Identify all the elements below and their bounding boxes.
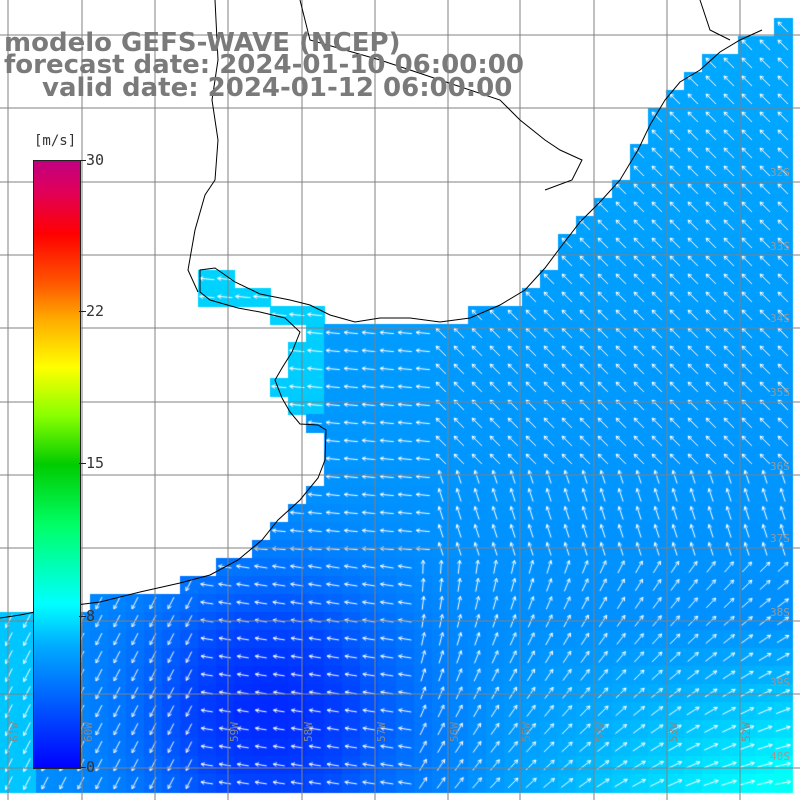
coastline [0,0,763,619]
colorbar-tick: 22 [86,302,105,320]
model-title: modelo GEFS-WAVE (NCEP) [4,28,401,58]
lat-label: 40S [770,750,790,763]
lat-label: 35S [770,386,790,399]
valid-date: valid date: 2024-01-12 06:00:00 [42,73,513,103]
lon-label: 54W [594,722,607,742]
colorbar-tick: 8 [86,607,96,625]
colorbar-tick: 0 [86,758,96,776]
colorbar [33,160,81,769]
lon-label: 57W [375,722,388,742]
lon-label: 60W [82,722,95,742]
lat-label: 33S [770,240,790,253]
lon-label: 55W [520,722,533,742]
land-border [299,0,583,191]
lat-label: 34S [770,312,790,325]
lon-label: 61W [8,722,21,742]
colorbar-mark [79,616,86,617]
land-border [187,0,219,293]
colorbar-mark [79,767,86,768]
forecast-date: forecast date: 2024-01-10 06:00:00 [4,50,524,80]
lat-label: 39S [770,676,790,689]
lat-label: 37S [770,532,790,545]
lat-label: 36S [770,460,790,473]
colorbar-mark [79,311,86,312]
lon-label: 59W [228,722,241,742]
lon-label: 53W [667,722,680,742]
lat-label: 38S [770,606,790,619]
colorbar-mark [79,160,86,161]
lon-label: 56W [448,722,461,742]
colorbar-tick: 30 [86,151,105,169]
land-border [699,0,731,41]
coastline-path [0,29,763,619]
lon-label: 58W [302,722,315,742]
colorbar-tick: 15 [86,454,105,472]
colorbar-unit: [m/s] [34,133,77,149]
lat-label: 32S [770,166,790,179]
colorbar-mark [79,463,86,464]
lon-label: 52W [740,722,753,742]
